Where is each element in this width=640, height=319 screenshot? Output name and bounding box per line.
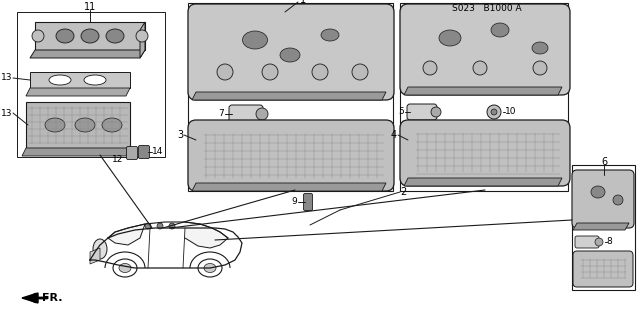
- Polygon shape: [26, 102, 130, 148]
- Bar: [17, 12, 165, 157]
- Ellipse shape: [102, 118, 122, 132]
- Ellipse shape: [81, 29, 99, 43]
- Ellipse shape: [243, 31, 268, 49]
- Polygon shape: [404, 178, 562, 186]
- Polygon shape: [30, 72, 130, 88]
- FancyBboxPatch shape: [400, 4, 570, 95]
- Polygon shape: [22, 148, 130, 156]
- Ellipse shape: [45, 118, 65, 132]
- Ellipse shape: [198, 259, 222, 277]
- Ellipse shape: [49, 75, 71, 85]
- Ellipse shape: [119, 263, 131, 272]
- Circle shape: [352, 64, 368, 80]
- Ellipse shape: [613, 195, 623, 205]
- FancyBboxPatch shape: [303, 194, 312, 211]
- Polygon shape: [90, 248, 100, 264]
- Text: 14: 14: [152, 147, 163, 157]
- Circle shape: [533, 61, 547, 75]
- FancyBboxPatch shape: [400, 120, 570, 186]
- Polygon shape: [22, 293, 38, 303]
- Polygon shape: [185, 222, 228, 248]
- Ellipse shape: [56, 29, 74, 43]
- Ellipse shape: [113, 259, 137, 277]
- Circle shape: [169, 223, 175, 229]
- Ellipse shape: [204, 263, 216, 272]
- Circle shape: [595, 238, 603, 246]
- Circle shape: [312, 64, 328, 80]
- FancyBboxPatch shape: [188, 4, 394, 100]
- FancyBboxPatch shape: [229, 105, 263, 123]
- Polygon shape: [30, 50, 145, 58]
- Circle shape: [145, 223, 151, 229]
- Circle shape: [491, 109, 497, 115]
- FancyBboxPatch shape: [573, 251, 633, 287]
- Ellipse shape: [93, 239, 107, 259]
- Text: 3: 3: [177, 130, 183, 140]
- Bar: [400, 3, 568, 191]
- Circle shape: [217, 64, 233, 80]
- FancyBboxPatch shape: [138, 145, 150, 159]
- FancyBboxPatch shape: [572, 170, 634, 228]
- Text: 13: 13: [1, 108, 12, 117]
- Polygon shape: [404, 87, 562, 95]
- Bar: [572, 165, 635, 290]
- Polygon shape: [192, 183, 386, 191]
- Circle shape: [157, 223, 163, 229]
- Circle shape: [431, 107, 441, 117]
- Circle shape: [32, 30, 44, 42]
- Ellipse shape: [106, 29, 124, 43]
- Text: FR.: FR.: [42, 293, 63, 303]
- FancyBboxPatch shape: [188, 120, 394, 191]
- Ellipse shape: [439, 30, 461, 46]
- Ellipse shape: [491, 23, 509, 37]
- Polygon shape: [26, 88, 130, 96]
- Ellipse shape: [321, 29, 339, 41]
- Ellipse shape: [84, 75, 106, 85]
- Polygon shape: [192, 92, 386, 100]
- Polygon shape: [140, 22, 145, 58]
- Text: 10: 10: [505, 108, 516, 116]
- Text: 4: 4: [391, 130, 397, 140]
- Text: 6: 6: [601, 157, 607, 167]
- Text: 2: 2: [400, 187, 406, 197]
- Circle shape: [262, 64, 278, 80]
- Text: 5: 5: [398, 108, 404, 116]
- Circle shape: [473, 61, 487, 75]
- Text: 12: 12: [111, 154, 123, 164]
- Ellipse shape: [591, 186, 605, 198]
- Bar: [188, 3, 393, 191]
- Ellipse shape: [75, 118, 95, 132]
- Circle shape: [136, 30, 148, 42]
- Text: S023   B1000 A: S023 B1000 A: [452, 4, 521, 13]
- Text: 11: 11: [84, 2, 96, 12]
- Polygon shape: [573, 223, 629, 230]
- Polygon shape: [108, 224, 145, 245]
- FancyBboxPatch shape: [575, 236, 599, 248]
- Circle shape: [423, 61, 437, 75]
- Polygon shape: [35, 22, 145, 50]
- Text: 7: 7: [218, 109, 224, 118]
- Ellipse shape: [532, 42, 548, 54]
- Text: 1: 1: [300, 0, 306, 5]
- FancyBboxPatch shape: [127, 146, 138, 160]
- Ellipse shape: [280, 48, 300, 62]
- Circle shape: [487, 105, 501, 119]
- Text: 8: 8: [606, 238, 612, 247]
- FancyBboxPatch shape: [407, 104, 437, 120]
- Text: 13: 13: [1, 73, 12, 83]
- Circle shape: [256, 108, 268, 120]
- Text: 9: 9: [291, 197, 297, 206]
